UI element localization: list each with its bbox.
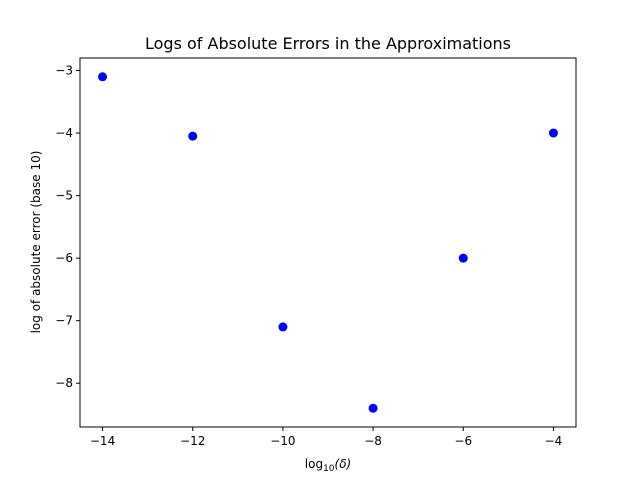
y-axis: −8 −7 −6 −5 −4 −3 xyxy=(55,64,80,390)
y-tick-label: −5 xyxy=(55,189,73,203)
x-axis-label-main: log xyxy=(305,457,323,471)
plot-area xyxy=(79,57,577,428)
x-tick-label: −10 xyxy=(270,434,295,448)
y-tick-label: −6 xyxy=(55,251,73,265)
data-point xyxy=(458,253,468,263)
chart-title: Logs of Absolute Errors in the Approxima… xyxy=(145,34,511,53)
data-points xyxy=(98,72,558,413)
y-tick-label: −8 xyxy=(55,376,73,390)
x-tick-label: −12 xyxy=(180,434,205,448)
x-tick-label: −14 xyxy=(90,434,115,448)
y-tick-label: −4 xyxy=(55,126,73,140)
x-tick-label: −4 xyxy=(545,434,563,448)
x-tick-label: −8 xyxy=(364,434,382,448)
y-tick-label: −7 xyxy=(55,314,73,328)
x-axis-label: log10(δ) xyxy=(305,457,351,474)
data-point xyxy=(98,72,108,82)
data-point xyxy=(368,403,378,413)
x-tick-label: −6 xyxy=(454,434,472,448)
y-axis-label: log of absolute error (base 10) xyxy=(29,151,43,334)
data-point xyxy=(548,128,558,138)
data-point xyxy=(278,322,288,332)
data-point xyxy=(188,131,198,141)
x-axis: −14 −12 −10 −8 −6 −4 xyxy=(90,427,562,448)
x-axis-label-subscript: 10 xyxy=(323,464,335,474)
x-axis-label-argument: (δ) xyxy=(335,457,352,471)
y-tick-label: −3 xyxy=(55,64,73,78)
